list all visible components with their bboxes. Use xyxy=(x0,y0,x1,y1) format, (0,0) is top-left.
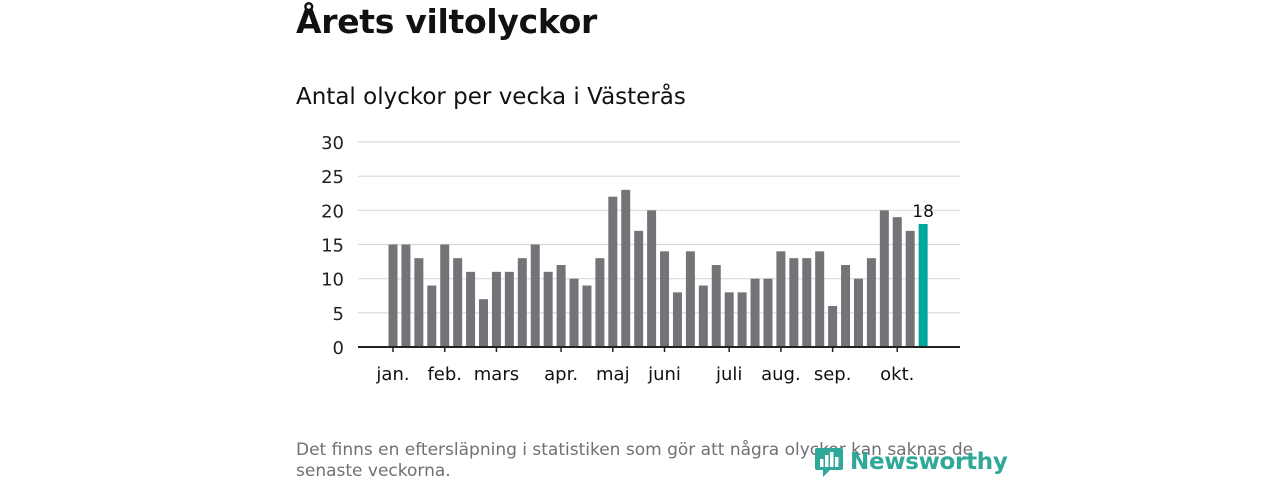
bar xyxy=(530,244,540,347)
bar xyxy=(789,258,799,347)
bar-chart: 0 5 10 15 20 25 30 18 jan. feb. mars apr. maj juni jul… xyxy=(321,133,960,385)
bar xyxy=(582,285,592,347)
bar xyxy=(660,251,670,347)
bar xyxy=(556,265,566,347)
y-tick-label: 30 xyxy=(321,133,344,154)
bar xyxy=(388,244,398,347)
chart-subtitle: Antal olyckor per vecka i Västerås xyxy=(296,84,686,110)
bar xyxy=(724,292,734,347)
bar-highlight xyxy=(918,224,928,347)
bar xyxy=(853,278,863,347)
bar xyxy=(608,196,618,347)
x-tick-label: juni xyxy=(647,364,681,385)
bar xyxy=(621,189,631,347)
x-tick-label: jan. xyxy=(375,364,409,385)
bar xyxy=(828,306,838,347)
bar xyxy=(647,210,657,347)
bar xyxy=(479,299,489,347)
bar xyxy=(866,258,876,347)
bar xyxy=(685,251,695,347)
bar xyxy=(517,258,527,347)
bar xyxy=(711,265,721,347)
x-tick-label: sep. xyxy=(814,364,852,385)
bar xyxy=(491,271,501,347)
bar xyxy=(815,251,825,347)
footnote: Det finns en eftersläpning i statistiken… xyxy=(296,440,974,481)
bar xyxy=(763,278,773,347)
x-tick-label: aug. xyxy=(761,364,801,385)
x-tick-label: mars xyxy=(474,364,519,385)
y-tick-label: 10 xyxy=(321,270,344,291)
bar xyxy=(776,251,786,347)
y-tick-label: 5 xyxy=(333,304,344,325)
bar xyxy=(466,271,476,347)
bar xyxy=(634,230,644,347)
bar xyxy=(802,258,812,347)
newsworthy-logo[interactable]: Newsworthy xyxy=(814,446,1008,478)
axis-layer: 0 5 10 15 20 25 30 18 jan. feb. mars apr. maj juni jul… xyxy=(321,133,960,385)
y-tick-label: 15 xyxy=(321,236,344,257)
x-tick-label: juli xyxy=(715,364,742,385)
bar xyxy=(672,292,682,347)
bar xyxy=(453,258,463,347)
x-tick-label: okt. xyxy=(880,364,914,385)
bar xyxy=(879,210,889,347)
y-tick-label: 25 xyxy=(321,167,344,188)
bar xyxy=(737,292,747,347)
newsworthy-logo-icon xyxy=(815,448,843,477)
x-tick-label: maj xyxy=(596,364,630,385)
bar xyxy=(841,265,851,347)
y-tick-label: 20 xyxy=(321,201,344,222)
bar xyxy=(905,230,915,347)
bar xyxy=(543,271,553,347)
bars-layer xyxy=(388,189,928,347)
x-tick-label: feb. xyxy=(427,364,462,385)
bar xyxy=(698,285,708,347)
bar xyxy=(440,244,450,347)
bar xyxy=(595,258,605,347)
newsworthy-logo-text: Newsworthy xyxy=(850,449,1008,475)
y-tick-label: 0 xyxy=(333,338,344,359)
x-tick-label: apr. xyxy=(544,364,578,385)
bar xyxy=(750,278,760,347)
bar xyxy=(427,285,437,347)
bar xyxy=(401,244,411,347)
bar xyxy=(504,271,514,347)
bar xyxy=(892,217,902,347)
page-title: Årets viltolyckor xyxy=(296,2,597,41)
highlight-value-label: 18 xyxy=(912,202,934,222)
bar xyxy=(414,258,424,347)
bar xyxy=(569,278,579,347)
